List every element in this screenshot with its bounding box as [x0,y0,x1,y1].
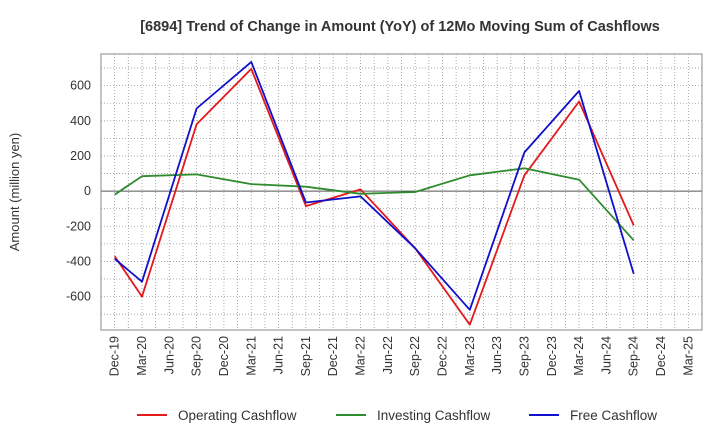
y-tick-label: 600 [70,79,91,93]
legend: Operating Cashflow Investing Cashflow Free… [137,408,657,423]
legend-label-investing-cashflow: Investing Cashflow [377,408,491,423]
x-tick-label: Sep-21 [299,336,313,376]
x-tick-label: Mar-24 [572,336,586,376]
x-tick-label: Jun-21 [272,336,286,374]
legend-label-free-cashflow: Free Cashflow [570,408,657,423]
operating-cashflow-line [113,68,635,326]
x-tick-label: Dec-23 [545,336,559,376]
x-tick-labels: Dec-19 Mar-20 Jun-20 Sep-20 Dec-20 Mar-21 Jun-… [108,336,696,376]
x-tick-label: Dec-21 [326,336,340,376]
y-axis-label: Amount (million yen) [7,133,22,252]
x-tick-label: Mar-23 [463,336,477,376]
x-tick-label: Dec-22 [435,336,449,376]
x-tick-label: Jun-20 [162,336,176,374]
x-tick-label: Sep-22 [408,336,422,376]
x-tick-label: Sep-20 [190,336,204,376]
x-tick-label: Dec-24 [654,336,668,376]
x-tick-label: Mar-21 [244,336,258,376]
plot-frame [100,53,703,331]
y-tick-label: 0 [84,184,91,198]
x-tick-label: Sep-23 [517,336,531,376]
y-tick-label: 400 [70,114,91,128]
x-tick-label: Mar-22 [354,336,368,376]
y-tick-label: -600 [66,290,91,304]
x-tick-label: Sep-24 [627,336,641,376]
axes-layer [100,53,703,331]
free-cashflow-line [114,61,635,311]
legend-label-operating-cashflow: Operating Cashflow [178,408,297,423]
series-layer [113,61,635,326]
x-tick-label: Dec-20 [217,336,231,376]
y-tick-labels: 600 400 200 0 -200 -400 -600 [66,79,91,304]
x-tick-label: Dec-19 [108,336,122,376]
x-tick-label: Mar-25 [681,336,695,376]
x-tick-label: Jun-23 [490,336,504,374]
y-tick-label: -400 [66,254,91,268]
x-tick-label: Jun-22 [381,336,395,374]
x-tick-label: Mar-20 [135,336,149,376]
y-tick-label: 200 [70,149,91,163]
x-tick-label: Jun-24 [599,336,613,374]
investing-cashflow-line [114,167,635,241]
y-tick-label: -200 [66,219,91,233]
chart-title: [6894] Trend of Change in Amount (YoY) o… [140,19,660,35]
